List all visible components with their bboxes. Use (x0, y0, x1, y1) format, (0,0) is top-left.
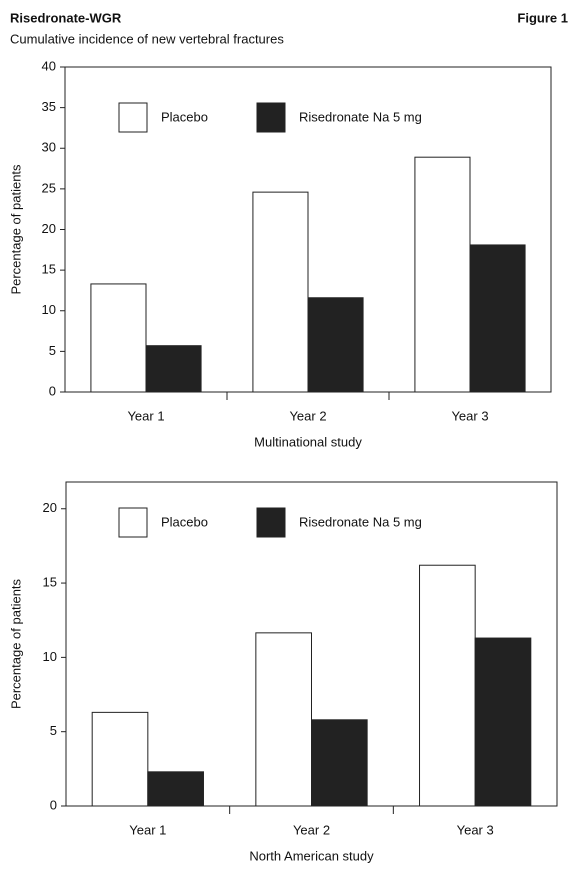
x-tick-label: Year 2 (289, 408, 326, 423)
y-tick-label: 20 (42, 221, 56, 236)
y-tick-label: 30 (42, 140, 56, 155)
bar (311, 719, 368, 807)
y-axis-label: Percentage of patients (8, 164, 23, 295)
y-tick-label: 40 (42, 58, 56, 73)
bar (91, 711, 149, 807)
y-tick-label: 15 (42, 262, 56, 277)
y-tick-label: 20 (43, 500, 57, 515)
y-tick-label: 10 (43, 649, 57, 664)
legend-swatch (256, 507, 286, 538)
figure-number: Figure 1 (517, 10, 568, 25)
x-tick-label: Year 2 (293, 822, 330, 837)
y-tick-label: 5 (49, 343, 56, 358)
bar (90, 283, 147, 393)
figure-title: Risedronate-WGR (10, 10, 122, 25)
y-tick-label: 15 (43, 575, 57, 590)
legend-swatch (256, 102, 286, 133)
y-axis-label: Percentage of patients (8, 578, 23, 709)
x-tick-label: Year 1 (129, 822, 166, 837)
legend-swatch (118, 507, 148, 538)
legend-label: Risedronate Na 5 mg (299, 514, 422, 529)
bar (474, 637, 532, 807)
y-tick-label: 25 (42, 180, 56, 195)
x-tick-label: Year 3 (451, 408, 488, 423)
bar (252, 191, 309, 393)
bar (255, 632, 312, 807)
bar (307, 297, 364, 393)
legend-swatch (118, 102, 148, 133)
x-tick-label: Year 3 (457, 822, 494, 837)
figure-subtitle: Cumulative incidence of new vertebral fr… (10, 31, 284, 46)
legend-label: Risedronate Na 5 mg (299, 109, 422, 124)
bar (469, 244, 526, 393)
x-axis-label: Multinational study (254, 434, 362, 449)
y-tick-label: 0 (50, 797, 57, 812)
x-axis-label: North American study (249, 848, 374, 863)
legend-label: Placebo (161, 514, 208, 529)
y-tick-label: 0 (49, 383, 56, 398)
y-tick-label: 10 (42, 302, 56, 317)
y-tick-label: 35 (42, 99, 56, 114)
legend-label: Placebo (161, 109, 208, 124)
bar (145, 345, 202, 393)
y-tick-label: 5 (50, 723, 57, 738)
x-tick-label: Year 1 (127, 408, 164, 423)
bar (419, 564, 476, 807)
bar (414, 156, 471, 393)
bar (147, 771, 204, 807)
